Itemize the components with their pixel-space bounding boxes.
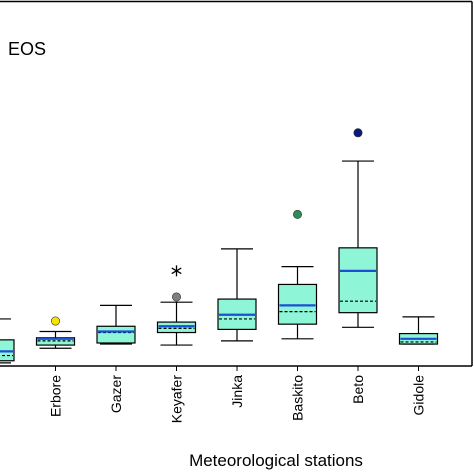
x-tick-label: Baskito <box>290 375 306 421</box>
outlier-point <box>353 128 363 138</box>
x-tick-label: Jinka <box>229 375 245 408</box>
station-box-4 <box>217 248 257 342</box>
iqr-box <box>96 325 136 344</box>
iqr-box <box>338 247 378 314</box>
outlier-star-stroke <box>171 267 182 275</box>
panel-label: EOS <box>8 39 46 59</box>
x-tick-label: Gidole <box>411 375 427 416</box>
x-tick-label: Beto <box>350 375 366 404</box>
outlier-point <box>172 292 182 302</box>
outlier-point <box>292 209 302 219</box>
x-tick-label: Keyafer <box>169 375 185 424</box>
boxes-group <box>0 128 439 364</box>
x-axis-title: Meteorological stations <box>189 451 363 470</box>
station-box-7 <box>398 316 439 345</box>
station-box-1 <box>35 316 76 349</box>
station-box-6 <box>338 128 378 328</box>
station-box-0 <box>0 318 15 364</box>
x-tick-label: Erbore <box>48 375 64 417</box>
x-tick-labels: Erbore Gazer Keyafer Jinka Baskito Beto Gidole <box>48 366 427 424</box>
outlier-point <box>50 316 60 326</box>
station-box-3 <box>156 265 197 346</box>
x-tick-label: Gazer <box>108 375 124 413</box>
station-box-5 <box>277 209 318 340</box>
station-box-2 <box>96 304 136 345</box>
plot-frame <box>0 0 473 367</box>
outlier-star <box>171 265 182 277</box>
